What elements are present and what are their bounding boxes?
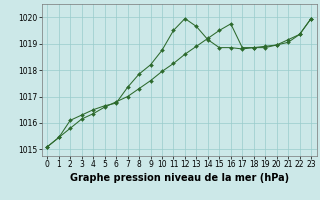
X-axis label: Graphe pression niveau de la mer (hPa): Graphe pression niveau de la mer (hPa): [70, 173, 289, 183]
